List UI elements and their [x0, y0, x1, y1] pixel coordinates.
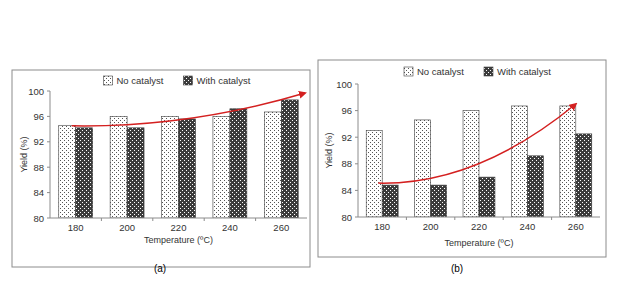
- y-tick-label: 80: [33, 213, 44, 224]
- x-tick-label: 260: [273, 222, 289, 233]
- x-tick: [204, 218, 205, 221]
- panel-caption: (b): [451, 263, 463, 274]
- y-tick-label: 84: [341, 185, 352, 196]
- x-tick-label: 220: [471, 221, 487, 232]
- bar: [479, 177, 495, 217]
- x-tick: [152, 218, 153, 221]
- x-axis-title: Temperature (ºC): [445, 238, 514, 248]
- legend: No catalyst With catalyst: [104, 75, 251, 86]
- bar: [162, 116, 179, 218]
- y-axis-title: Yield (%): [324, 132, 334, 168]
- bar: [415, 120, 431, 217]
- legend-swatch: [484, 67, 493, 76]
- x-tick-label: 240: [519, 221, 535, 232]
- bar: [511, 106, 527, 217]
- bar: [76, 128, 93, 218]
- trend-arrow: [378, 104, 576, 183]
- x-axis: [358, 217, 600, 218]
- bar: [110, 116, 127, 218]
- x-tick: [255, 218, 256, 221]
- y-tick-label: 100: [336, 79, 352, 90]
- bars: [366, 106, 592, 217]
- bar: [213, 116, 230, 218]
- bar: [179, 119, 196, 218]
- x-tick: [551, 217, 552, 220]
- x-axis: [50, 218, 307, 219]
- bar: [560, 106, 576, 217]
- bar: [127, 128, 144, 218]
- y-tick-label: 96: [341, 105, 352, 116]
- y-tick-label: 100: [28, 86, 44, 97]
- bar: [527, 156, 543, 217]
- bar: [59, 125, 76, 218]
- y-tick-label: 96: [33, 111, 44, 122]
- bar: [431, 185, 447, 217]
- legend-swatch: [104, 76, 113, 85]
- panel-caption: (a): [154, 263, 166, 274]
- legend-swatch: [404, 67, 413, 76]
- chart-frame: [318, 60, 606, 257]
- bar: [366, 131, 382, 217]
- bars: [59, 100, 299, 218]
- y-tick-label: 88: [341, 158, 352, 169]
- chart-frame: [12, 70, 310, 267]
- bar: [264, 112, 281, 218]
- y-tick-label: 92: [33, 136, 44, 147]
- y-axis: [50, 91, 51, 218]
- x-tick-label: 220: [171, 222, 187, 233]
- legend-label: With catalyst: [497, 66, 551, 77]
- x-tick: [454, 217, 455, 220]
- bar: [576, 134, 592, 217]
- y-tick-label: 80: [341, 212, 352, 223]
- x-tick-label: 180: [374, 221, 390, 232]
- figure: 80 84 88 92 96 100 180 200 220 240 260 Temperature …: [0, 0, 620, 289]
- y-axis-title: Yield (%): [19, 136, 29, 172]
- legend-label: No catalyst: [417, 66, 464, 77]
- y-tick-label: 92: [341, 132, 352, 143]
- trend-arrow: [72, 93, 305, 126]
- legend: No catalyst With catalyst: [404, 66, 551, 77]
- x-tick-label: 200: [423, 221, 439, 232]
- x-tick: [101, 218, 102, 221]
- x-axis-title: Temperature (ºC): [144, 235, 213, 245]
- legend-label: With catalyst: [197, 75, 251, 86]
- chart-panel: 80 84 88 92 96 100 180 200 220 240 260 Temperature …: [12, 70, 310, 267]
- y-tick-label: 88: [33, 162, 44, 173]
- y-tick-label: 84: [33, 187, 44, 198]
- x-tick-label: 240: [222, 222, 238, 233]
- chart-panel: 80 84 88 92 96 100 180 200 220 240 260 Temperature …: [318, 60, 606, 257]
- legend-label: No catalyst: [117, 75, 164, 86]
- x-tick-label: 180: [68, 222, 84, 233]
- bar: [230, 109, 247, 218]
- x-tick-label: 200: [119, 222, 135, 233]
- bar: [281, 100, 298, 218]
- x-tick-label: 260: [568, 221, 584, 232]
- x-tick: [406, 217, 407, 220]
- legend-swatch: [184, 76, 193, 85]
- x-tick: [503, 217, 504, 220]
- y-axis: [358, 84, 359, 217]
- bar: [382, 185, 398, 217]
